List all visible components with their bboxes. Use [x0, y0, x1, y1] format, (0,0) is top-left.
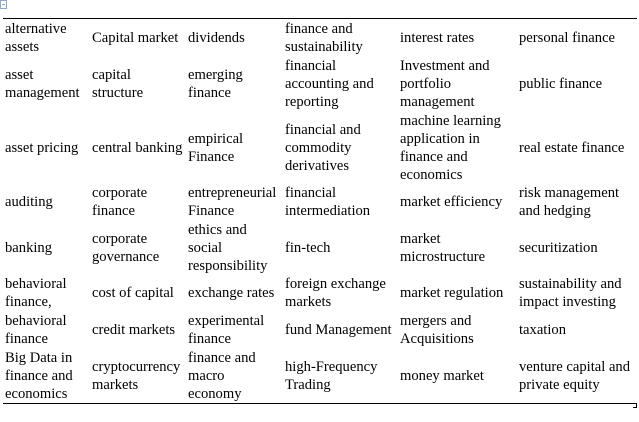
table-cell[interactable]: credit markets: [92, 322, 176, 338]
topics-table-container: alternative assets Capital market divide…: [3, 18, 637, 404]
table-cell[interactable]: foreign exchange markets: [285, 276, 386, 310]
table-cell[interactable]: securitization: [519, 239, 598, 256]
table-cell[interactable]: emerging finance: [188, 67, 243, 101]
table-cell[interactable]: central banking: [92, 139, 183, 156]
table-cell[interactable]: empirical Finance: [188, 130, 244, 165]
table-cell[interactable]: fund Management: [285, 322, 392, 338]
table-cell[interactable]: exchange rates: [188, 285, 275, 301]
table-cell[interactable]: risk management and hedging: [519, 185, 620, 219]
table-cell[interactable]: Big Data in finance and economics: [5, 350, 73, 402]
table-cell[interactable]: public finance: [519, 76, 603, 92]
table-cell[interactable]: finance and macro economy: [188, 350, 256, 402]
table-cell[interactable]: asset pricing: [5, 139, 79, 156]
table-cell[interactable]: experimental finance: [188, 313, 265, 347]
table-row: alternative assets Capital market divide…: [3, 19, 637, 58]
table-cell[interactable]: personal finance: [519, 30, 616, 46]
table-cell[interactable]: Capital market: [92, 30, 179, 46]
topics-table: alternative assets Capital market divide…: [3, 18, 637, 404]
table-move-handle-icon[interactable]: [0, 0, 7, 9]
table-cell[interactable]: finance and sustainability: [285, 21, 363, 55]
table-resize-handle-icon[interactable]: [633, 404, 637, 408]
table-cell[interactable]: financial and commodity derivatives: [285, 121, 361, 174]
table-cell[interactable]: corporate governance: [92, 230, 160, 265]
table-cell[interactable]: interest rates: [400, 30, 475, 46]
table-cell[interactable]: mergers and Acquisitions: [400, 313, 474, 347]
table-row: Big Data in finance and economics crypto…: [3, 349, 637, 404]
table-cell[interactable]: taxation: [519, 322, 567, 338]
table-cell[interactable]: corporate finance: [92, 185, 148, 219]
table-cell[interactable]: ethics and social responsibility: [188, 221, 268, 274]
table-cell[interactable]: capital structure: [92, 67, 144, 101]
table-cell[interactable]: sustainability and impact investing: [519, 276, 622, 310]
table-cell[interactable]: alternative assets: [5, 21, 67, 55]
table-cell[interactable]: venture capital and private equity: [519, 359, 631, 393]
table-row: asset pricing central banking empirical …: [3, 111, 637, 184]
table-cell[interactable]: auditing: [5, 194, 53, 210]
table-row: banking corporate governance ethics and …: [3, 220, 637, 275]
table-cell[interactable]: market microstructure: [400, 230, 486, 265]
table-cell[interactable]: real estate finance: [519, 139, 625, 156]
table-cell[interactable]: financial accounting and reporting: [285, 58, 374, 110]
table-row: auditing corporate finance entrepreneuri…: [3, 184, 637, 220]
table-cell[interactable]: banking: [5, 239, 53, 256]
table-row: behavioral finance, cost of capital exch…: [3, 275, 637, 311]
table-cell[interactable]: Investment and portfolio management: [400, 58, 490, 110]
table-cell[interactable]: machine learning application in finance …: [400, 112, 501, 183]
table-cell[interactable]: dividends: [188, 30, 245, 46]
table-cell[interactable]: behavioral finance,: [5, 276, 67, 310]
table-cell[interactable]: market regulation: [400, 285, 504, 301]
table-cell[interactable]: entrepreneurial Finance: [188, 185, 277, 219]
table-cell[interactable]: high-Frequency Trading: [285, 359, 378, 393]
table-cell[interactable]: behavioral finance: [5, 313, 67, 347]
table-cell[interactable]: financial intermediation: [285, 185, 371, 219]
table-row: asset management capital structure emerg…: [3, 57, 637, 111]
table-cell[interactable]: cryptocurrency markets: [92, 359, 181, 393]
table-cell[interactable]: fin-tech: [285, 239, 331, 256]
table-cell[interactable]: cost of capital: [92, 285, 174, 301]
table-row: behavioral finance credit markets experi…: [3, 311, 637, 349]
table-cell[interactable]: asset management: [5, 67, 80, 101]
table-cell[interactable]: money market: [400, 368, 484, 384]
table-cell[interactable]: market efficiency: [400, 194, 503, 210]
